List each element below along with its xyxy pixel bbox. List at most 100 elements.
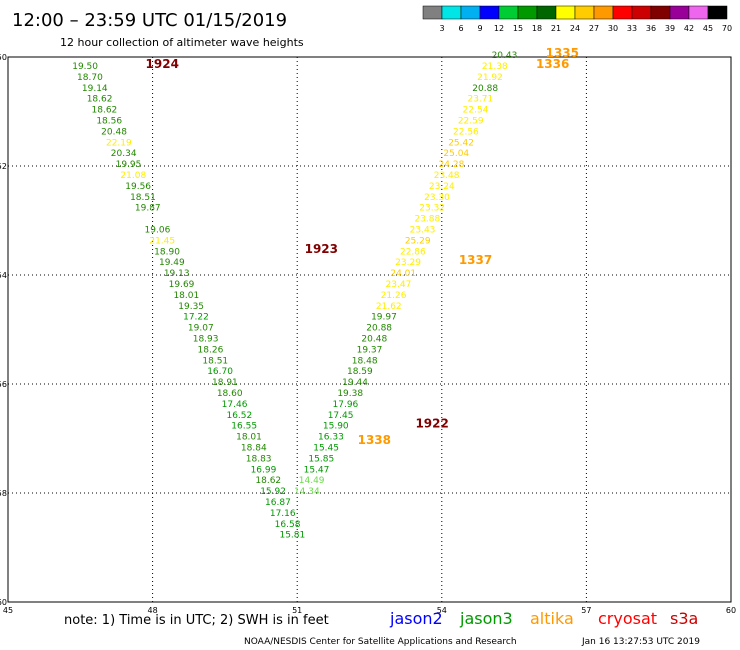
scale-label-13: 42	[684, 24, 694, 33]
track-time-label: 1338	[358, 433, 391, 447]
track-time-label: 1335	[546, 46, 579, 60]
y-tick-label: -60	[0, 598, 7, 607]
data-label-track1: 25.29	[405, 236, 431, 246]
data-label-track0: 21.08	[120, 171, 146, 181]
data-label-track0: 15.92	[260, 487, 286, 497]
data-label-track1: 17.96	[333, 400, 359, 410]
scale-swatch-12	[650, 5, 671, 20]
track-time-label: 1924	[146, 57, 179, 71]
data-label-track0: 20.34	[111, 149, 137, 159]
data-label-track0: 19.95	[116, 160, 142, 170]
data-label-track0: 16.58	[275, 520, 301, 530]
data-label-track1: 19.44	[342, 378, 368, 388]
data-label-track0: 19.69	[169, 280, 195, 290]
data-label-track1: 24.01	[390, 269, 416, 279]
data-label-track0: 18.62	[87, 95, 113, 105]
scale-swatch-14	[688, 5, 709, 20]
data-label-track0: 19.56	[125, 182, 151, 192]
data-label-track0: 19.35	[178, 302, 204, 312]
y-tick-label: -54	[0, 271, 7, 280]
x-tick-label: 60	[726, 606, 736, 615]
y-tick-label: -58	[0, 489, 7, 498]
scale-label-8: 27	[589, 24, 599, 33]
data-label-track0: 18.60	[217, 389, 243, 399]
track-time-label: 1337	[459, 253, 492, 267]
data-label-track1: 22.54	[463, 106, 489, 116]
data-label-track1: 22.56	[453, 127, 479, 137]
x-tick-label: 54	[437, 606, 447, 615]
scale-label-11: 36	[646, 24, 656, 33]
data-label-track0: 18.01	[173, 291, 199, 301]
scale-label-0: 3	[439, 24, 444, 33]
data-label-track0: 16.70	[207, 367, 233, 377]
data-label-track1: 15.90	[323, 422, 349, 432]
data-label-track0: 20.48	[101, 127, 127, 137]
scale-label-5: 18	[532, 24, 542, 33]
data-label-track1: 21.26	[381, 291, 407, 301]
data-label-track1: 18.48	[352, 356, 378, 366]
scale-swatch-10	[612, 5, 633, 20]
data-label-track1: 21.62	[376, 302, 402, 312]
scale-swatch-11	[631, 5, 652, 20]
y-tick-label: -52	[0, 162, 7, 171]
data-label-track0: 18.01	[236, 433, 262, 443]
scale-swatch-13	[669, 5, 690, 20]
satellite-legend-altika: altika	[530, 609, 574, 628]
scale-swatch-3	[479, 5, 500, 20]
scale-swatch-0	[422, 5, 443, 20]
scale-label-15: 70	[722, 24, 732, 33]
data-label-track0: 18.90	[154, 247, 180, 257]
data-label-track1: 14.34	[294, 487, 320, 497]
data-label-track1: 19.37	[357, 345, 383, 355]
data-label-track1: 23.47	[386, 280, 412, 290]
data-label-track1: 19.97	[371, 313, 397, 323]
data-label-track1: 24.28	[439, 160, 465, 170]
data-label-track0: 19.49	[159, 258, 185, 268]
x-tick-label: 48	[148, 606, 158, 615]
data-label-track1: 25.42	[448, 138, 474, 148]
data-label-track1: 22.59	[458, 116, 484, 126]
scale-swatch-7	[555, 5, 576, 20]
data-label-track1: 15.85	[308, 454, 334, 464]
plot-frame	[7, 56, 732, 603]
data-label-track1: 23.29	[395, 258, 421, 268]
scale-label-1: 6	[458, 24, 463, 33]
scale-swatch-5	[517, 5, 538, 20]
data-label-track1: 15.45	[313, 443, 339, 453]
data-label-track0: 19.87	[135, 204, 161, 214]
scale-swatch-2	[460, 5, 481, 20]
data-label-track1: 25.04	[443, 149, 469, 159]
satellite-legend-jason2: jason2	[389, 609, 443, 628]
data-label-track0: 18.56	[96, 116, 122, 126]
data-label-track0: 18.62	[255, 476, 281, 486]
data-label-track0: 16.99	[251, 465, 277, 475]
data-label-track1: 22.86	[400, 247, 426, 257]
scale-label-2: 9	[477, 24, 482, 33]
track-time-label: 1923	[305, 242, 338, 256]
x-tick-label: 45	[3, 606, 13, 615]
scale-swatch-15	[707, 5, 728, 20]
data-label-track1: 20.48	[361, 334, 387, 344]
data-label-track1: 21.92	[477, 73, 503, 83]
data-label-track0: 19.07	[188, 324, 214, 334]
scale-swatch-4	[498, 5, 519, 20]
data-label-track0: 18.93	[193, 334, 219, 344]
scale-label-4: 15	[513, 24, 523, 33]
scale-swatch-8	[574, 5, 595, 20]
data-label-track1: 15.47	[304, 465, 330, 475]
scale-label-6: 21	[551, 24, 561, 33]
scale-swatch-9	[593, 5, 614, 20]
data-label-track0: 19.06	[145, 225, 171, 235]
data-label-track0: 17.22	[183, 313, 209, 323]
scale-label-10: 33	[627, 24, 637, 33]
data-label-track1: 21.38	[482, 62, 508, 72]
data-label-track1: 16.33	[318, 433, 344, 443]
data-label-track0: 18.26	[198, 345, 224, 355]
track-time-label: 1336	[536, 57, 569, 71]
data-label-track0: 15.81	[279, 531, 305, 541]
track-time-label: 1922	[415, 417, 448, 431]
data-label-track0: 21.45	[149, 236, 175, 246]
x-tick-label: 51	[292, 606, 302, 615]
footer-timestamp: Jan 16 13:27:53 UTC 2019	[581, 637, 700, 647]
data-label-track0: 22.19	[106, 138, 132, 148]
